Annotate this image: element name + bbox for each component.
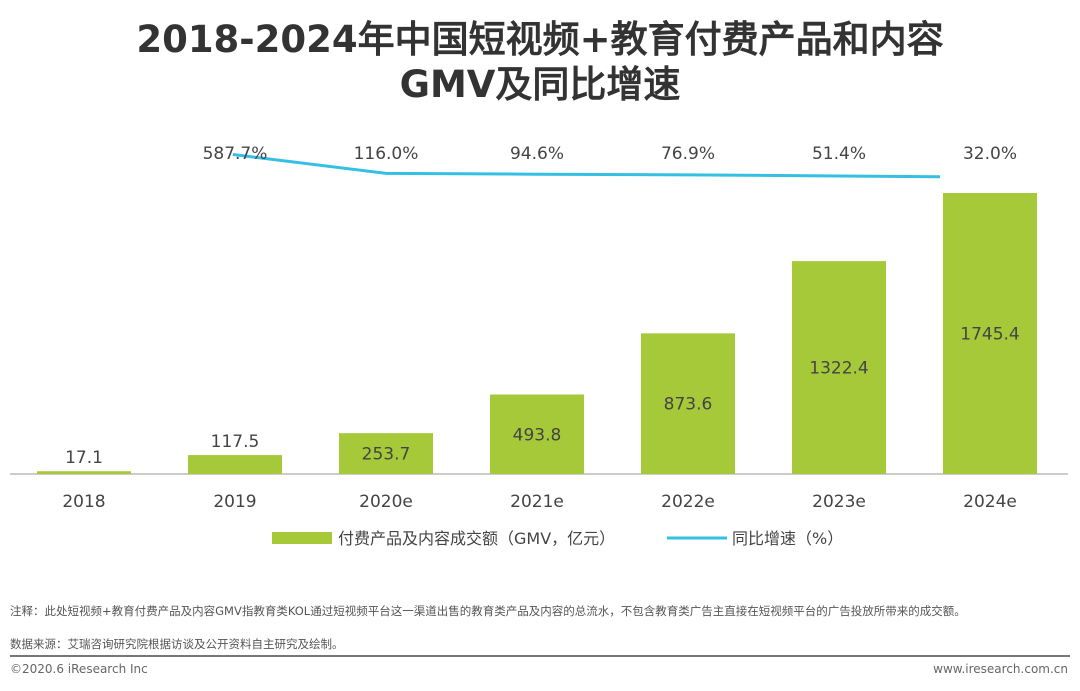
bar — [339, 433, 433, 474]
bar — [792, 261, 886, 474]
growth-label: 94.6% — [510, 144, 564, 164]
bar-value-label: 17.1 — [65, 448, 103, 468]
x-tick-label: 2018 — [62, 492, 105, 512]
bar-value-label: 1322.4 — [809, 359, 868, 379]
growth-label: 51.4% — [812, 144, 866, 164]
bar-value-label: 253.7 — [362, 445, 411, 465]
x-tick-label: 2022e — [661, 492, 715, 512]
chart-title-line1: 2018-2024年中国短视频+教育付费产品和内容 — [136, 18, 944, 61]
legend-bar-label: 付费产品及内容成交额（GMV，亿元） — [338, 529, 615, 548]
x-tick-label: 2019 — [213, 492, 256, 512]
growth-label: 76.9% — [661, 144, 715, 164]
footer-divider — [10, 655, 1070, 657]
bar — [188, 455, 282, 474]
x-tick-label: 2021e — [510, 492, 564, 512]
growth-label: 32.0% — [963, 144, 1017, 164]
legend-line-label: 同比增速（%） — [732, 529, 843, 548]
x-tick-label: 2023e — [812, 492, 866, 512]
x-tick-label: 2020e — [359, 492, 413, 512]
x-tick-label: 2024e — [963, 492, 1017, 512]
growth-label: 116.0% — [354, 144, 419, 164]
growth-line — [232, 153, 941, 179]
bar — [37, 471, 131, 474]
website-link[interactable]: www.iresearch.com.cn — [933, 662, 1068, 676]
bar — [490, 394, 584, 474]
legend-bar-swatch — [272, 532, 332, 544]
chart: 17.1 2018 117.5 2019 253.7 2020e 493.8 2021e 873… — [10, 144, 1068, 548]
copyright: ©2020.6 iResearch Inc — [10, 662, 148, 676]
bar-value-label: 873.6 — [664, 395, 713, 415]
footnote-source: 数据来源：艾瑞咨询研究院根据访谈及公开资料自主研究及绘制。 — [10, 637, 344, 651]
bar — [641, 333, 735, 474]
bar-value-label: 1745.4 — [960, 325, 1019, 345]
bar-value-label: 493.8 — [513, 425, 562, 445]
chart-title-line2: GMV及同比增速 — [399, 63, 681, 106]
bar-value-label: 117.5 — [211, 432, 260, 452]
growth-label: 587.7% — [203, 144, 268, 164]
bar — [943, 193, 1037, 474]
footnote-note: 注释：此处短视频+教育付费产品及内容GMV指教育类KOL通过短视频平台这一渠道出… — [10, 604, 966, 618]
